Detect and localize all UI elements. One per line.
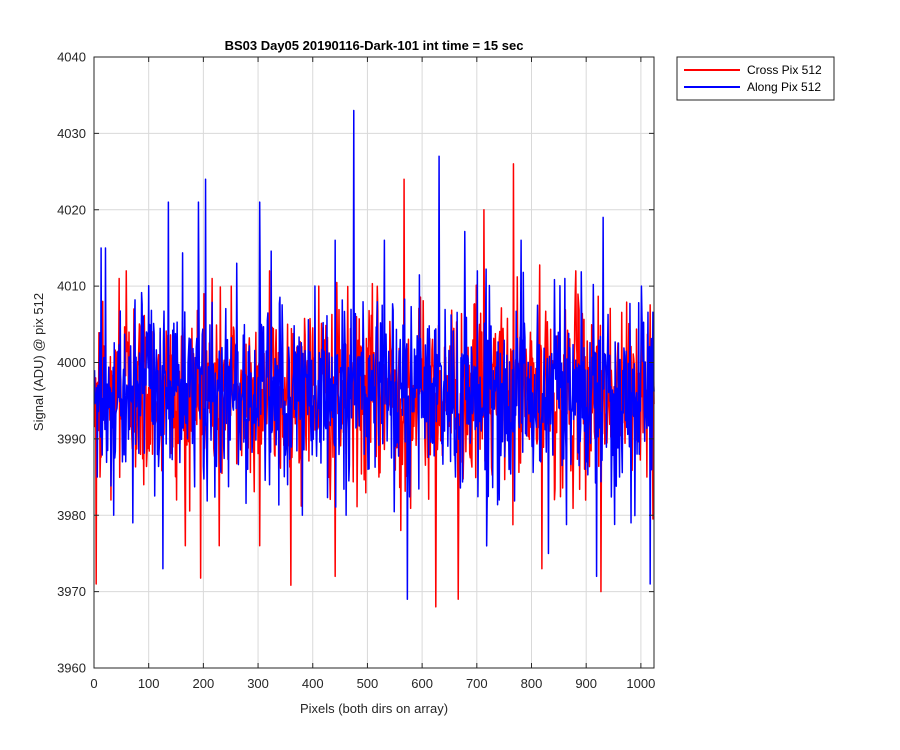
legend-box [676,56,835,101]
x-tick-label: 0 [90,676,97,691]
legend-label-along: Along Pix 512 [747,80,821,94]
y-tick-label: 3960 [57,661,86,676]
y-tick-label: 3980 [57,508,86,523]
x-tick-label: 600 [411,676,433,691]
y-tick-label: 4000 [57,355,86,370]
x-tick-label: 400 [302,676,324,691]
x-tick-label: 100 [138,676,160,691]
x-tick-label: 200 [193,676,215,691]
x-tick-label: 900 [575,676,597,691]
legend-label-cross: Cross Pix 512 [747,63,822,77]
axis-ticks: 0 100 200 300 400 500 600 700 800 900 1000 3960 3970… [57,50,655,692]
y-tick-label: 4020 [57,202,86,217]
y-tick-label: 3970 [57,584,86,599]
y-tick-label: 4010 [57,279,86,294]
series-layer [93,109,655,608]
x-tick-label: 500 [357,676,379,691]
x-tick-label: 800 [521,676,543,691]
y-tick-label: 3990 [57,431,86,446]
x-tick-label: 700 [466,676,488,691]
legend: Cross Pix 512 Along Pix 512 [676,56,835,101]
y-axis-label: Signal (ADU) @ pix 512 [31,293,46,431]
chart-title: BS03 Day05 20190116-Dark-101 int time = … [225,38,524,53]
x-axis-label: Pixels (both dirs on array) [300,701,448,716]
y-tick-label: 4040 [57,50,86,65]
y-tick-label: 4030 [57,126,86,141]
series-line-along-pix [93,109,655,601]
x-tick-label: 300 [247,676,269,691]
x-tick-label: 1000 [626,676,655,691]
